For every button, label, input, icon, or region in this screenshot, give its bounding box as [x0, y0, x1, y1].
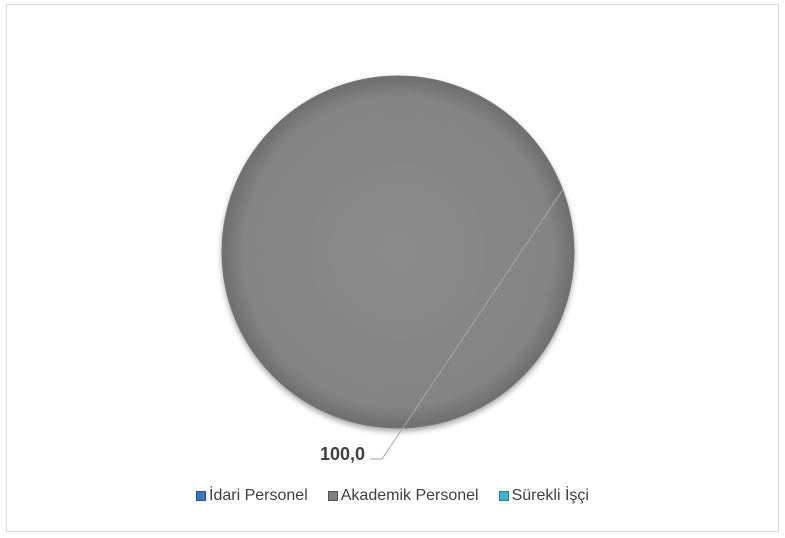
chart-legend: İdari Personel Akademik Personel Sürekli İ…: [0, 487, 785, 505]
data-label-akademik-personel: 100,0: [320, 444, 365, 464]
pie-data-labels: 100,0: [320, 189, 564, 464]
legend-item-s-rekli-i-i: Sürekli İşçi: [498, 487, 589, 505]
legend-label: İdari Personel: [209, 487, 308, 504]
legend-swatch: [196, 491, 207, 501]
pie-slices: [221, 75, 575, 429]
legend-swatch: [327, 491, 338, 501]
legend-item-i-dari-personel: İdari Personel: [196, 487, 308, 505]
legend-item-akademik-personel: Akademik Personel: [327, 487, 479, 505]
legend-label: Akademik Personel: [340, 487, 479, 504]
leader-line-akademik-personel: [370, 189, 564, 460]
pie-slice-akademik-personel: [221, 75, 575, 429]
legend-label: Sürekli İşçi: [511, 487, 589, 504]
legend-swatch: [498, 491, 509, 501]
